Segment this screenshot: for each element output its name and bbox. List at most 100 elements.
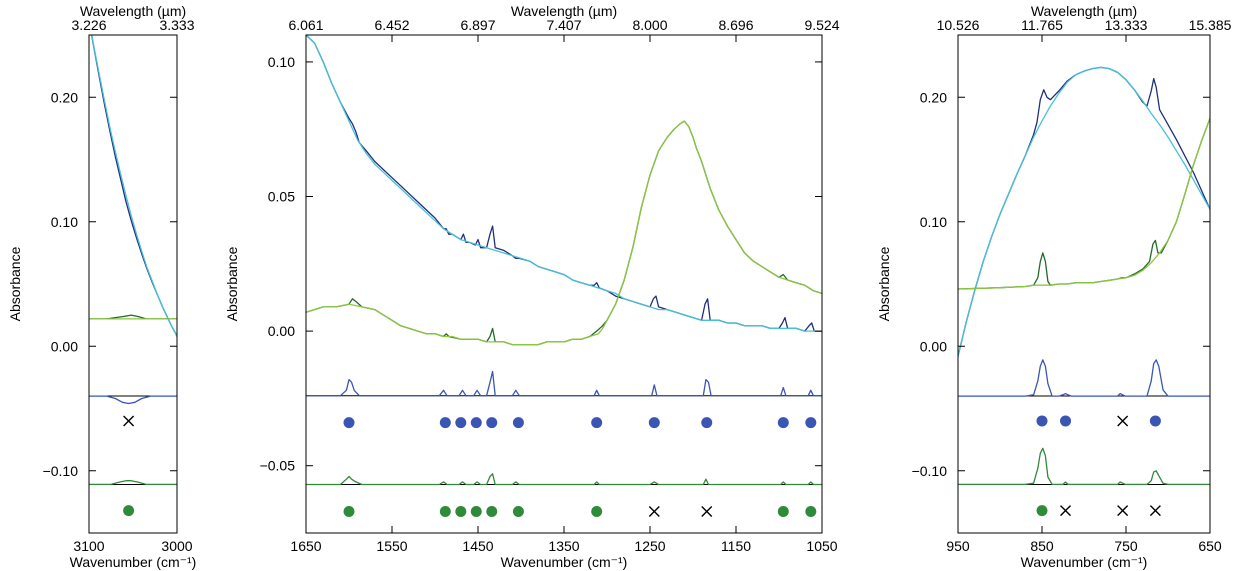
x2-tick-label: 9.524 — [804, 17, 839, 33]
series-line-1 — [306, 35, 822, 332]
x-tick-label: 1650 — [290, 538, 321, 554]
marker-dot-1 — [1060, 415, 1072, 427]
marker-dot-21 — [805, 505, 817, 517]
marker-dot-20 — [777, 505, 789, 517]
y-tick-label: 0.10 — [920, 214, 947, 230]
marker-x-6 — [1117, 505, 1129, 517]
marker-dot-11 — [343, 505, 355, 517]
marker-dot-4 — [486, 417, 498, 429]
y-tick-label: −0.10 — [912, 463, 948, 479]
series-group — [89, 35, 177, 486]
series-line-5 — [89, 480, 177, 486]
series-line-4 — [958, 359, 1210, 397]
series-group — [306, 35, 822, 486]
x-tick-label: 1250 — [634, 538, 665, 554]
x2-axis-title: Wavelength (µm) — [1031, 3, 1137, 19]
x2-tick-label: 7.407 — [546, 17, 581, 33]
x-tick-label: 1350 — [548, 538, 579, 554]
x-tick-label: 1150 — [721, 538, 751, 554]
y-tick-label: 0.00 — [268, 323, 295, 339]
series-line-1 — [958, 66, 1210, 357]
y-tick-label: 0.05 — [268, 189, 295, 205]
y-tick-label: 0.20 — [51, 89, 78, 105]
x2-axis-title: Wavelength (µm) — [511, 3, 617, 19]
y-tick-label: −0.10 — [43, 463, 79, 479]
y-tick-label: −0.05 — [260, 458, 296, 474]
marker-dot-15 — [486, 505, 498, 517]
marker-dot-6 — [591, 417, 603, 429]
x-tick-label: 1550 — [376, 538, 407, 554]
panel-right: 950 850 750 650 10.526 11.765 13.333 15.385 0.20… — [876, 3, 1232, 570]
series-line-4 — [89, 395, 177, 405]
series-line-5 — [306, 473, 822, 486]
x-tick-label: 3000 — [161, 538, 192, 554]
marker-dot-13 — [455, 505, 467, 517]
x-tick-label: 850 — [1030, 538, 1054, 554]
y-tick-label: 0.20 — [920, 89, 947, 105]
y-tick-label: 0.00 — [51, 338, 78, 354]
marker-dot-12 — [439, 505, 451, 517]
marker-x-18 — [648, 505, 660, 517]
x-tick-label: 750 — [1114, 538, 1138, 554]
x2-axis-title: Wavelength (µm) — [80, 3, 186, 19]
x2-tick-label: 10.526 — [937, 17, 980, 33]
x-tick-label: 1050 — [806, 538, 837, 554]
series-line-5 — [958, 447, 1210, 486]
series-line-2 — [306, 120, 822, 346]
y-tick-label: 0.10 — [51, 214, 78, 230]
x2-tick-label: 8.696 — [718, 17, 753, 33]
marker-dot-8 — [701, 417, 713, 429]
x2-tick-label: 6.061 — [288, 17, 323, 33]
marker-dot-10 — [805, 417, 817, 429]
series-group — [958, 66, 1210, 486]
marker-x-7 — [1149, 505, 1161, 517]
y-tick-label: 0.00 — [920, 338, 947, 354]
x-axis-title: Wavenumber (cm⁻¹) — [70, 554, 197, 570]
series-line-0 — [958, 66, 1210, 357]
series-line-0 — [90, 35, 177, 337]
series-line-4 — [306, 370, 822, 397]
marker-dot-7 — [648, 417, 660, 429]
series-line-3 — [958, 118, 1210, 290]
marker-dot-9 — [777, 417, 789, 429]
panel-left: 3100 3000 3.226 3.333 0.20 0.10 0.00 −0.10 Waven… — [7, 3, 196, 570]
plot-frame — [305, 34, 823, 534]
marker-dot-17 — [591, 505, 603, 517]
x2-tick-label: 3.226 — [71, 17, 106, 33]
y-axis-title: Absorbance — [876, 246, 892, 321]
marker-dot-0 — [343, 417, 355, 429]
x-tick-label: 3100 — [73, 538, 104, 554]
x2-tick-label: 13.333 — [1105, 17, 1148, 33]
marker-dot-16 — [512, 505, 524, 517]
x2-tick-label: 6.897 — [460, 17, 495, 33]
marker-x-2 — [1117, 415, 1129, 427]
marker-dot-1 — [123, 505, 135, 517]
marker-dot-1 — [439, 417, 451, 429]
marker-dot-14 — [470, 505, 482, 517]
marker-x-5 — [1060, 505, 1072, 517]
panel-middle: 1650 1550 1450 1350 1250 1150 1050 6.061 6.452 6.… — [224, 3, 840, 570]
y-tick-label: 0.10 — [268, 54, 295, 70]
marker-dot-3 — [470, 417, 482, 429]
x2-tick-label: 11.765 — [1021, 17, 1063, 33]
x-tick-label: 1450 — [462, 538, 493, 554]
series-line-0 — [306, 35, 822, 332]
series-line-1 — [91, 35, 177, 337]
x-tick-label: 950 — [946, 538, 970, 554]
y-axis-title: Absorbance — [224, 246, 240, 321]
marker-x-0 — [123, 415, 135, 427]
x-tick-label: 650 — [1198, 538, 1222, 554]
marker-x-19 — [701, 505, 713, 517]
plot-frame — [957, 34, 1211, 534]
plot-frame — [88, 34, 178, 534]
series-line-3 — [306, 120, 822, 346]
marker-dot-0 — [1036, 415, 1048, 427]
marker-dot-3 — [1149, 415, 1161, 427]
x-axis-title: Wavenumber (cm⁻¹) — [1021, 554, 1148, 570]
x2-tick-label: 3.333 — [159, 17, 194, 33]
marker-dot-2 — [455, 417, 467, 429]
marker-dot-4 — [1036, 505, 1048, 517]
x2-tick-label: 8.000 — [632, 17, 667, 33]
x2-tick-label: 6.452 — [374, 17, 409, 33]
